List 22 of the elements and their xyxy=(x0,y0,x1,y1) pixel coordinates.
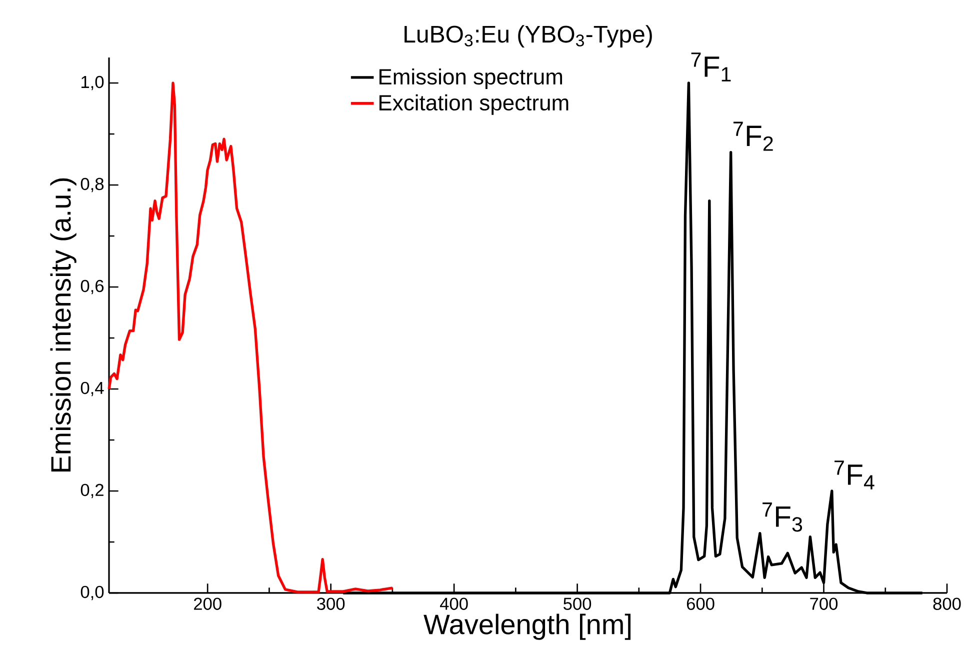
annotation: $^{7}$F$_{1}$ xyxy=(691,52,731,82)
x-tick-label: 800 xyxy=(933,598,961,610)
chart-title: LuBO$_{3}$:Eu (YBO$_{3}$-Type) xyxy=(404,25,652,48)
annotation: $^{7}$F$_{2}$ xyxy=(733,122,773,151)
y-tick-label: 0,4 xyxy=(80,382,104,396)
legend-label: Emission spectrum xyxy=(379,68,562,89)
x-tick-label: 500 xyxy=(564,598,592,610)
legend-label: Excitation spectrum xyxy=(379,94,568,115)
x-tick-label: 300 xyxy=(317,598,345,610)
y-tick-label: 0,6 xyxy=(80,280,104,294)
annotation: $^{7}$F$_{4}$ xyxy=(834,460,874,490)
x-tick-label: 400 xyxy=(440,598,468,610)
y-axis-title: Emission intensity (a.u.) xyxy=(50,178,76,472)
x-axis-title: Wavelength [nm] xyxy=(424,614,630,640)
y-tick-label: 0,0 xyxy=(80,586,104,600)
y-tick-label: 1,0 xyxy=(82,76,104,90)
y-tick-label: 0,8 xyxy=(80,178,104,192)
x-tick-label: 200 xyxy=(194,598,222,610)
x-tick-label: 600 xyxy=(686,598,714,610)
annotation: $^{7}$F$_{3}$ xyxy=(762,502,802,532)
x-tick-label: 700 xyxy=(810,598,838,610)
y-tick-label: 0,2 xyxy=(80,484,104,498)
